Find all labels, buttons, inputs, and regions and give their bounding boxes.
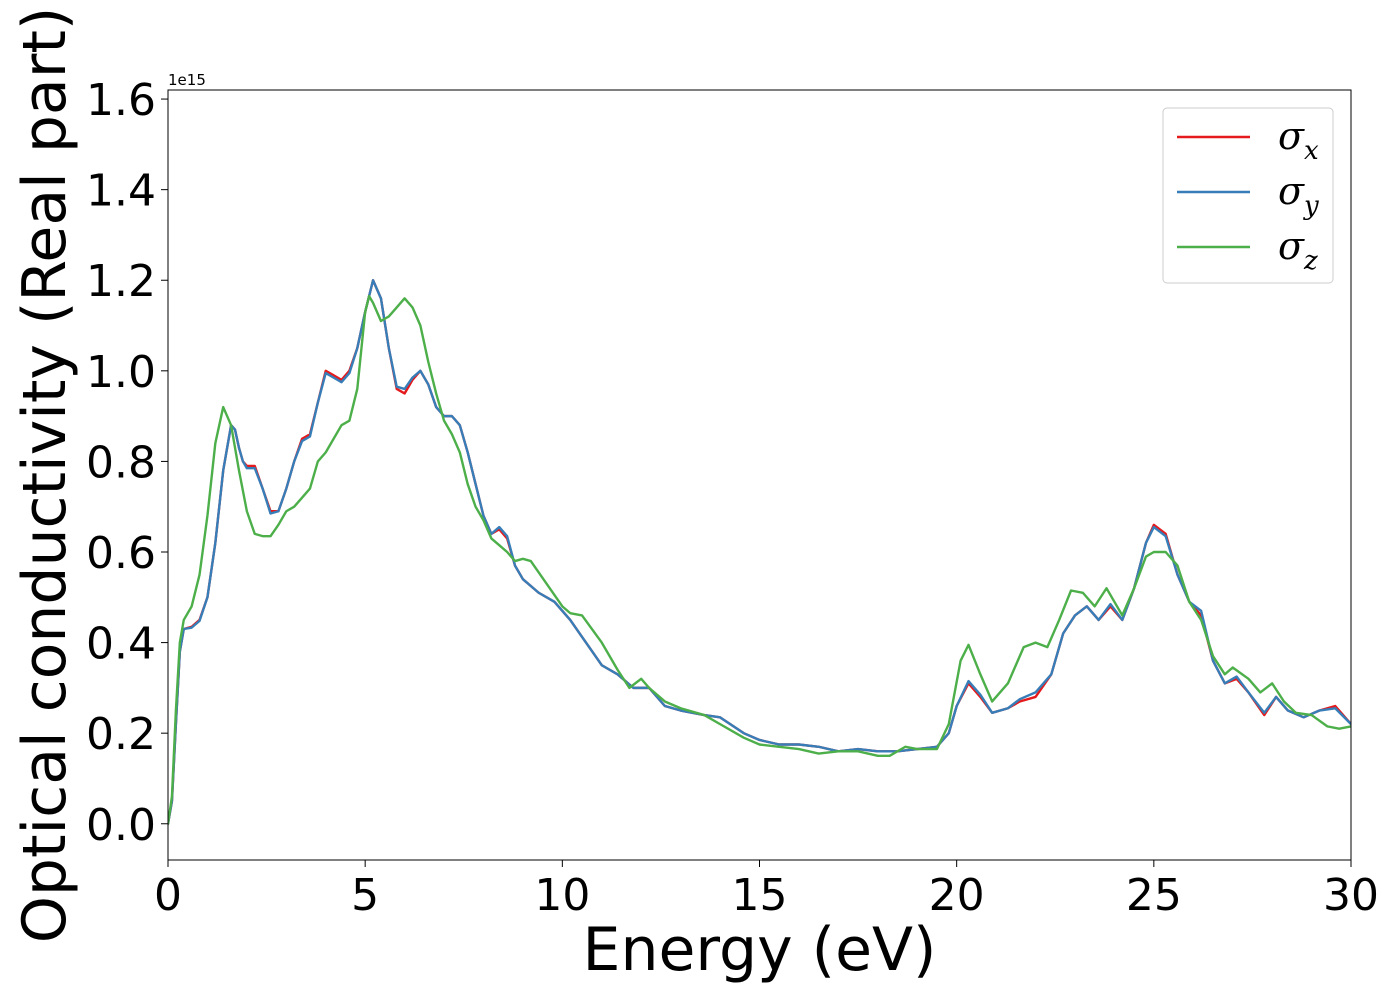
y-axis-label: Optical conductivity (Real part) bbox=[10, 7, 80, 944]
x-tick-label: 25 bbox=[1126, 870, 1182, 921]
y-tick-label: 0.8 bbox=[86, 437, 156, 488]
y-tick-label: 0.2 bbox=[86, 709, 156, 760]
y-offset-text: 1e15 bbox=[168, 71, 206, 89]
x-tick-label: 5 bbox=[351, 870, 379, 921]
plot-background bbox=[168, 90, 1351, 860]
series-group bbox=[168, 279, 1351, 825]
y-tick-label: 1.6 bbox=[86, 75, 156, 126]
y-tick-label: 0.4 bbox=[86, 619, 156, 670]
x-tick-label: 30 bbox=[1323, 870, 1379, 921]
x-axis-label: Energy (eV) bbox=[583, 915, 937, 985]
y-tick-label: 1.0 bbox=[86, 347, 156, 398]
legend-frame bbox=[1162, 107, 1334, 284]
y-tick-label: 1.4 bbox=[86, 166, 156, 217]
x-axis: 0 5 10 15 20 25 30 bbox=[154, 860, 1379, 921]
x-tick-label: 10 bbox=[534, 870, 590, 921]
y-tick-label: 0.0 bbox=[86, 800, 156, 851]
x-tick-label: 15 bbox=[732, 870, 788, 921]
legend-label-y: σy bbox=[1278, 169, 1319, 221]
x-tick-label: 0 bbox=[154, 870, 182, 921]
y-tick-label: 0.6 bbox=[86, 528, 156, 579]
x-tick-label: 20 bbox=[929, 870, 985, 921]
y-axis: 0.0 0.2 0.4 0.6 0.8 1.0 1.2 1.4 1.6 bbox=[86, 75, 168, 851]
series-line-z bbox=[168, 294, 1351, 825]
y-tick-label: 1.2 bbox=[86, 256, 156, 307]
